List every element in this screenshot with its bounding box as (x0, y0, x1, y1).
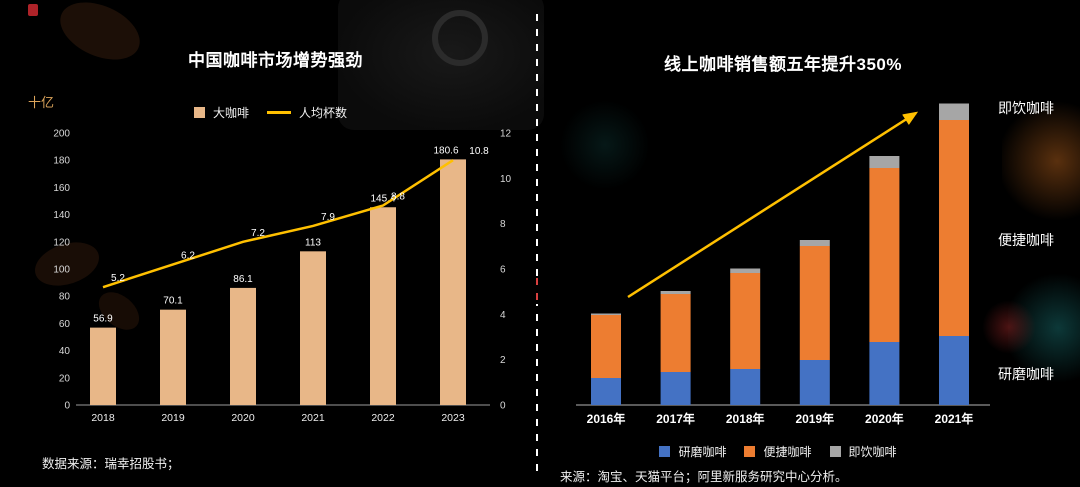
y-axis-tick-left: 80 (59, 292, 71, 303)
y-axis-tick-right: 10 (500, 174, 512, 185)
y-axis-tick-right: 12 (500, 129, 512, 140)
bar-series-swatch (193, 107, 205, 118)
y-axis-tick-right: 4 (500, 310, 506, 321)
rtd-coffee-label: 即饮咖啡 (848, 445, 897, 459)
market-size-bar (230, 287, 256, 405)
y-axis-tick-right: 0 (500, 401, 506, 412)
left-chart-legend: 大咖啡 人均杯数 (18, 104, 533, 121)
china-coffee-market-chart: 0 20 40 60 80 100 120 140 160 180 200 0 2 4 6 8 10 12 56.9… (53, 129, 512, 425)
side-label-ground-coffee: 研磨咖啡 (998, 366, 1054, 382)
rtd-coffee-bar-segment (730, 268, 761, 273)
y-axis-tick-right: 8 (500, 219, 506, 230)
divider-red-dash (536, 278, 538, 304)
line-value-label: 7.9 (321, 212, 335, 223)
convenient-coffee-bar-segment (660, 294, 691, 372)
market-size-bar (300, 251, 326, 405)
convenient-coffee-swatch (744, 446, 756, 457)
y-axis-tick-left: 20 (59, 373, 71, 384)
x-axis-label: 2022 (371, 412, 395, 424)
rtd-coffee-bar-segment (939, 103, 969, 120)
rtd-coffee-swatch (829, 446, 841, 457)
x-axis-label: 2019 (161, 412, 185, 424)
ground-coffee-bar-segment (799, 360, 830, 405)
ground-coffee-bar-segment (591, 378, 621, 405)
line-value-label: 10.8 (469, 146, 489, 157)
line-series-label: 人均杯数 (299, 106, 348, 120)
market-size-bar (370, 207, 396, 405)
cups-per-capita-line (102, 159, 454, 289)
convenient-coffee-bar-segment (730, 273, 761, 369)
market-size-bar (440, 159, 466, 405)
panel-divider (536, 14, 538, 472)
left-chart-panel: 中国咖啡市场增势强劲 十亿 大咖啡 人均杯数 0 20 40 60 80 100 120 14… (18, 0, 533, 487)
bar-value-label: 56.9 (93, 314, 113, 325)
y-axis-tick-left: 200 (53, 129, 70, 140)
line-value-label: 8.8 (391, 192, 405, 203)
convenient-coffee-bar-segment (869, 168, 900, 342)
ground-coffee-swatch (659, 446, 671, 457)
convenient-coffee-bar-segment (799, 246, 830, 360)
right-chart-title: 线上咖啡销售额五年提升350% (664, 55, 902, 74)
left-source-note: 数据来源：瑞幸招股书； (42, 457, 180, 471)
ground-coffee-label: 研磨咖啡 (678, 445, 727, 459)
rtd-coffee-bar-segment (591, 313, 621, 315)
ground-coffee-bar-segment (939, 336, 969, 405)
online-coffee-sales-chart: 2016年 2017年 2018年 2019年 2020年 2021年 (576, 103, 990, 426)
y-axis-tick-left: 140 (53, 210, 70, 221)
convenient-coffee-bar-segment (939, 120, 969, 336)
x-axis-label: 2021 (301, 412, 325, 424)
left-chart-title: 中国咖啡市场增势强劲 (188, 51, 363, 70)
y-axis-tick-left: 160 (53, 183, 70, 194)
right-chart-legend: 研磨咖啡 便捷咖啡 即饮咖啡 (548, 443, 1018, 460)
ground-coffee-bar-segment (869, 342, 900, 405)
ground-coffee-bar-segment (730, 369, 761, 405)
x-axis-label: 2018 (91, 412, 115, 424)
y-axis-tick-right: 2 (500, 355, 506, 366)
line-value-label: 7.2 (251, 228, 265, 239)
bar-value-label: 70.1 (163, 296, 183, 307)
bar-value-label: 180.6 (433, 145, 458, 156)
side-label-rtd-coffee: 即饮咖啡 (998, 100, 1054, 116)
x-axis-label: 2019年 (795, 411, 834, 426)
y-axis-tick-left: 100 (53, 265, 70, 276)
y-axis-tick-left: 0 (64, 401, 70, 412)
x-axis-label: 2016年 (587, 411, 626, 426)
rtd-coffee-bar-segment (660, 291, 691, 294)
y-axis-tick-left: 120 (53, 237, 70, 248)
line-value-label: 5.2 (111, 273, 125, 284)
x-axis-label: 2020 (231, 412, 255, 424)
bar-series-label: 大咖啡 (212, 106, 249, 120)
convenient-coffee-bar-segment (591, 315, 621, 378)
y-axis-tick-left: 60 (59, 319, 71, 330)
rtd-coffee-bar-segment (869, 156, 900, 168)
rtd-coffee-bar-segment (799, 240, 830, 246)
bar-value-label: 113 (305, 237, 321, 248)
market-size-bar (90, 327, 116, 405)
y-axis-tick-left: 180 (53, 156, 70, 167)
right-source-note: 来源：淘宝、天猫平台；阿里新服务研究中心分析。 (560, 470, 848, 484)
x-axis-label: 2020年 (865, 411, 904, 426)
bar-value-label: 86.1 (233, 274, 253, 285)
y-axis-tick-left: 40 (59, 346, 71, 357)
left-axis-unit-label: 十亿 (28, 95, 55, 110)
x-axis-label: 2021年 (935, 411, 974, 426)
market-size-bar (160, 309, 186, 405)
x-axis-label: 2018年 (726, 411, 765, 426)
right-chart-panel: 线上咖啡销售额五年提升350% 2016年 2017年 2018年 2019年 2020… (548, 0, 1080, 487)
trend-arrow (627, 111, 919, 299)
x-axis-label: 2023 (441, 412, 465, 424)
side-label-convenient-coffee: 便捷咖啡 (998, 232, 1054, 248)
bar-value-label: 145.4 (370, 193, 395, 204)
line-series-swatch (267, 111, 291, 114)
convenient-coffee-label: 便捷咖啡 (763, 445, 812, 459)
logo-mark (28, 4, 38, 16)
x-axis-label: 2017年 (656, 411, 695, 426)
line-value-label: 6.2 (181, 250, 195, 261)
ground-coffee-bar-segment (660, 372, 691, 405)
y-axis-tick-right: 6 (500, 265, 506, 276)
